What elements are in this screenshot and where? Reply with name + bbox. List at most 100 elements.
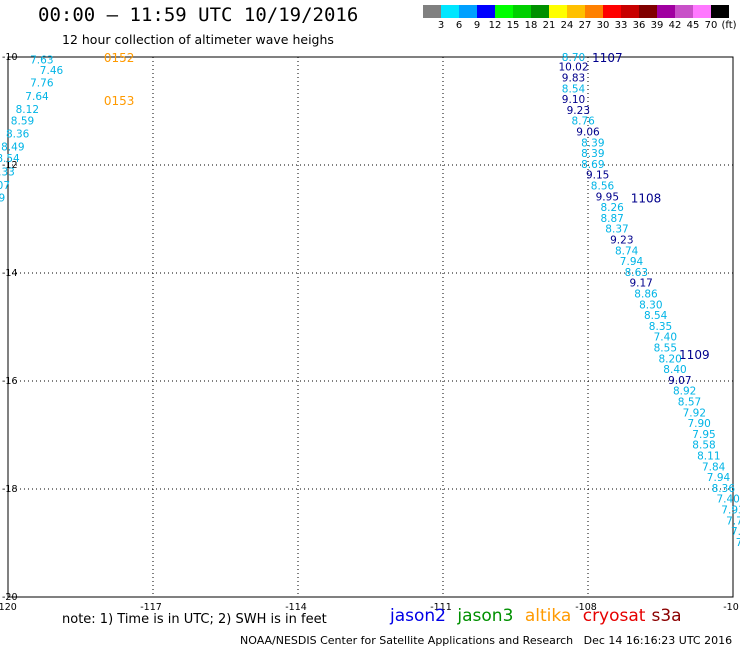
wave-height-label: 10.02 — [558, 62, 588, 74]
legend-cryosat: cryosat — [582, 606, 646, 626]
wave-height-label: 8.35 — [649, 321, 672, 333]
color-swatch — [603, 5, 621, 18]
wave-height-label: 9.95 — [596, 191, 619, 203]
orbit-number-label: 1109 — [679, 348, 710, 362]
y-tick-label: -10 — [2, 52, 18, 63]
color-scale-label: 6 — [455, 20, 463, 31]
wave-height-label: 7.40 — [654, 332, 677, 344]
legend-jason2: jason2 — [390, 606, 446, 626]
wave-height-label: 7.63 — [30, 55, 53, 67]
altimeter-tracks: 7.637.467.767.648.128.598.368.498.548.33… — [0, 52, 740, 549]
wave-height-label: 8.54 — [0, 153, 20, 165]
wave-height-label: 8.55 — [654, 343, 677, 355]
wave-height-label: 8.39 — [581, 137, 604, 149]
wave-height-label: 7.48 — [731, 526, 740, 538]
wave-height-label: 9.06 — [576, 127, 600, 139]
wave-height-label: 8.54 — [562, 83, 586, 95]
color-scale-label: 9 — [473, 20, 481, 31]
y-tick-label: -14 — [2, 268, 18, 279]
color-swatch — [549, 5, 567, 18]
orbit-number-label: 1107 — [592, 51, 623, 65]
color-swatch — [495, 5, 513, 18]
wave-height-label: 8.58 — [692, 440, 715, 452]
wave-height-label: 8.86 — [634, 289, 658, 301]
color-swatch — [711, 5, 729, 18]
wave-height-label: 8.56 — [591, 181, 615, 193]
color-scale-label: 39 — [650, 20, 664, 31]
x-tick-label: -111 — [430, 602, 452, 613]
wave-height-label: 8.40 — [663, 364, 686, 376]
wave-height-label: 9.83 — [562, 73, 585, 85]
color-scale-label: 12 — [488, 20, 502, 31]
color-swatch — [675, 5, 693, 18]
wave-height-label: 8.36 — [712, 483, 736, 495]
wave-height-label: 8.70 — [562, 52, 585, 64]
wave-height-label: 8.12 — [16, 104, 39, 116]
x-tick-label: -114 — [285, 602, 307, 613]
legend-altika: altika — [524, 606, 572, 626]
color-scale-label: 42 — [668, 20, 682, 31]
wave-height-label: 8.74 — [615, 245, 639, 257]
wave-height-label: 8.39 — [581, 148, 604, 160]
wave-height-label: 9.15 — [586, 170, 609, 182]
wave-height-label: 7.93 — [721, 505, 740, 517]
wave-height-label: 8.26 — [600, 202, 624, 214]
color-swatch — [567, 5, 585, 18]
wave-height-label: 8.92 — [673, 386, 696, 398]
wave-height-label: 8.63 — [625, 267, 648, 279]
page-title: 00:00 — 11:59 UTC 10/19/2016 — [38, 4, 359, 26]
color-swatches — [423, 5, 740, 18]
x-tick-label: -10 — [723, 602, 739, 613]
color-scale-bar: 3 6 9 12 15 18 21 24 27 30 33 36 39 42 45 70 (ft) — [423, 5, 740, 32]
wave-height-label: 7.90 — [687, 418, 710, 430]
footer-note: note: 1) Time is in UTC; 2) SWH is in fe… — [62, 612, 327, 627]
wave-height-label: 8.20 — [658, 353, 681, 365]
wave-height-label: 7.31 — [736, 537, 740, 549]
color-swatch — [657, 5, 675, 18]
color-scale-label: 15 — [506, 20, 520, 31]
wave-height-label: 7.76 — [30, 77, 54, 89]
color-swatch — [513, 5, 531, 18]
y-tick-label: -16 — [2, 376, 18, 387]
satellite-legend: jason2 jason3 altika cryosat s3a — [390, 606, 688, 626]
color-scale-label: 45 — [686, 20, 700, 31]
color-scale-label: 36 — [632, 20, 646, 31]
wave-height-label: 8.07 — [0, 180, 10, 192]
wave-height-label: 7.72 — [726, 515, 740, 527]
color-scale-label: 3 — [437, 20, 445, 31]
wave-height-label: 8.54 — [644, 310, 668, 322]
color-scale-label: 70 — [704, 20, 718, 31]
wave-height-label: 8.33 — [0, 166, 15, 178]
wave-height-label: 8.57 — [678, 397, 701, 409]
color-scale-label: (ft) — [721, 20, 737, 31]
wave-height-label: 7.94 — [620, 256, 644, 268]
orbit-labels: 0152 0153 1107 1108 1109 — [104, 51, 710, 362]
color-swatch — [423, 5, 441, 18]
page-subtitle: 12 hour collection of altimeter wave hei… — [62, 32, 334, 47]
wave-height-label: 7.94 — [707, 472, 731, 484]
wave-height-label: 8.59 — [11, 116, 34, 128]
color-scale-label: 21 — [542, 20, 556, 31]
color-swatch — [639, 5, 657, 18]
color-swatch — [531, 5, 549, 18]
wave-height-label: 8.87 — [600, 213, 623, 225]
legend-jason3: jason3 — [457, 606, 514, 626]
x-tick-label: -120 — [0, 602, 17, 613]
wave-height-label: 7.84 — [702, 461, 726, 473]
wave-height-label: 9.23 — [567, 105, 590, 117]
color-swatch — [441, 5, 459, 18]
color-swatch — [459, 5, 477, 18]
wave-height-label: 8.30 — [639, 299, 662, 311]
color-swatch — [621, 5, 639, 18]
orbit-number-label: 0152 — [104, 51, 135, 65]
color-scale-label: 30 — [596, 20, 610, 31]
color-scale-label: 27 — [578, 20, 592, 31]
wave-height-label: 8.36 — [6, 129, 30, 141]
color-scale-labels: 3 6 9 12 15 18 21 24 27 30 33 36 39 42 45 70 (ft) — [423, 18, 740, 32]
wave-height-label: 8.11 — [697, 451, 720, 463]
wave-height-label: 8.37 — [605, 224, 628, 236]
y-tick-label: -12 — [2, 160, 18, 171]
x-tick-label: -108 — [575, 602, 597, 613]
color-scale-label: 18 — [524, 20, 538, 31]
orbit-number-label: 0153 — [104, 94, 135, 108]
